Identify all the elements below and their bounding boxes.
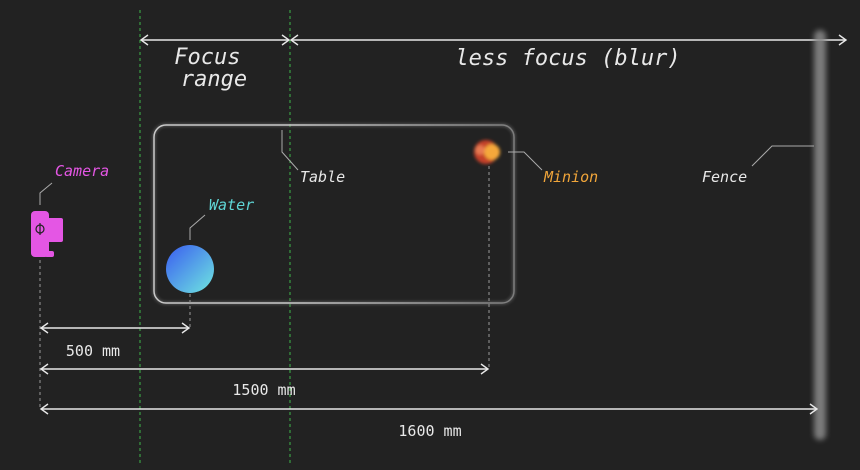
fence-distance-label: 1600 mm [398,422,461,440]
minion-distance-arrow [39,363,490,375]
table-outline-blur [152,123,516,305]
fence-post [814,30,826,440]
minion-figure [474,140,500,164]
water-distance-arrow [39,322,191,334]
minion-leader [508,151,543,171]
less-focus-arrow [289,34,848,46]
water-leader [189,214,206,240]
minion-label: Minion [543,168,598,186]
table-label: Table [300,168,345,186]
camera-leader [39,182,53,205]
fence-label: Fence [702,168,747,186]
fence-distance-arrow [39,403,819,415]
water-distance-label: 500 mm [66,342,120,360]
focus-range-label: Focus range [174,45,253,92]
water-ball [166,245,214,293]
table-leader [281,130,299,171]
less-focus-label: less focus (blur) [455,46,680,71]
camera-label: Camera [55,162,109,180]
fence-leader [751,145,814,167]
camera-icon [31,211,63,257]
minion-distance-label: 1500 mm [232,381,295,399]
focus-range-arrow [139,34,291,46]
water-label: Water [209,196,254,214]
